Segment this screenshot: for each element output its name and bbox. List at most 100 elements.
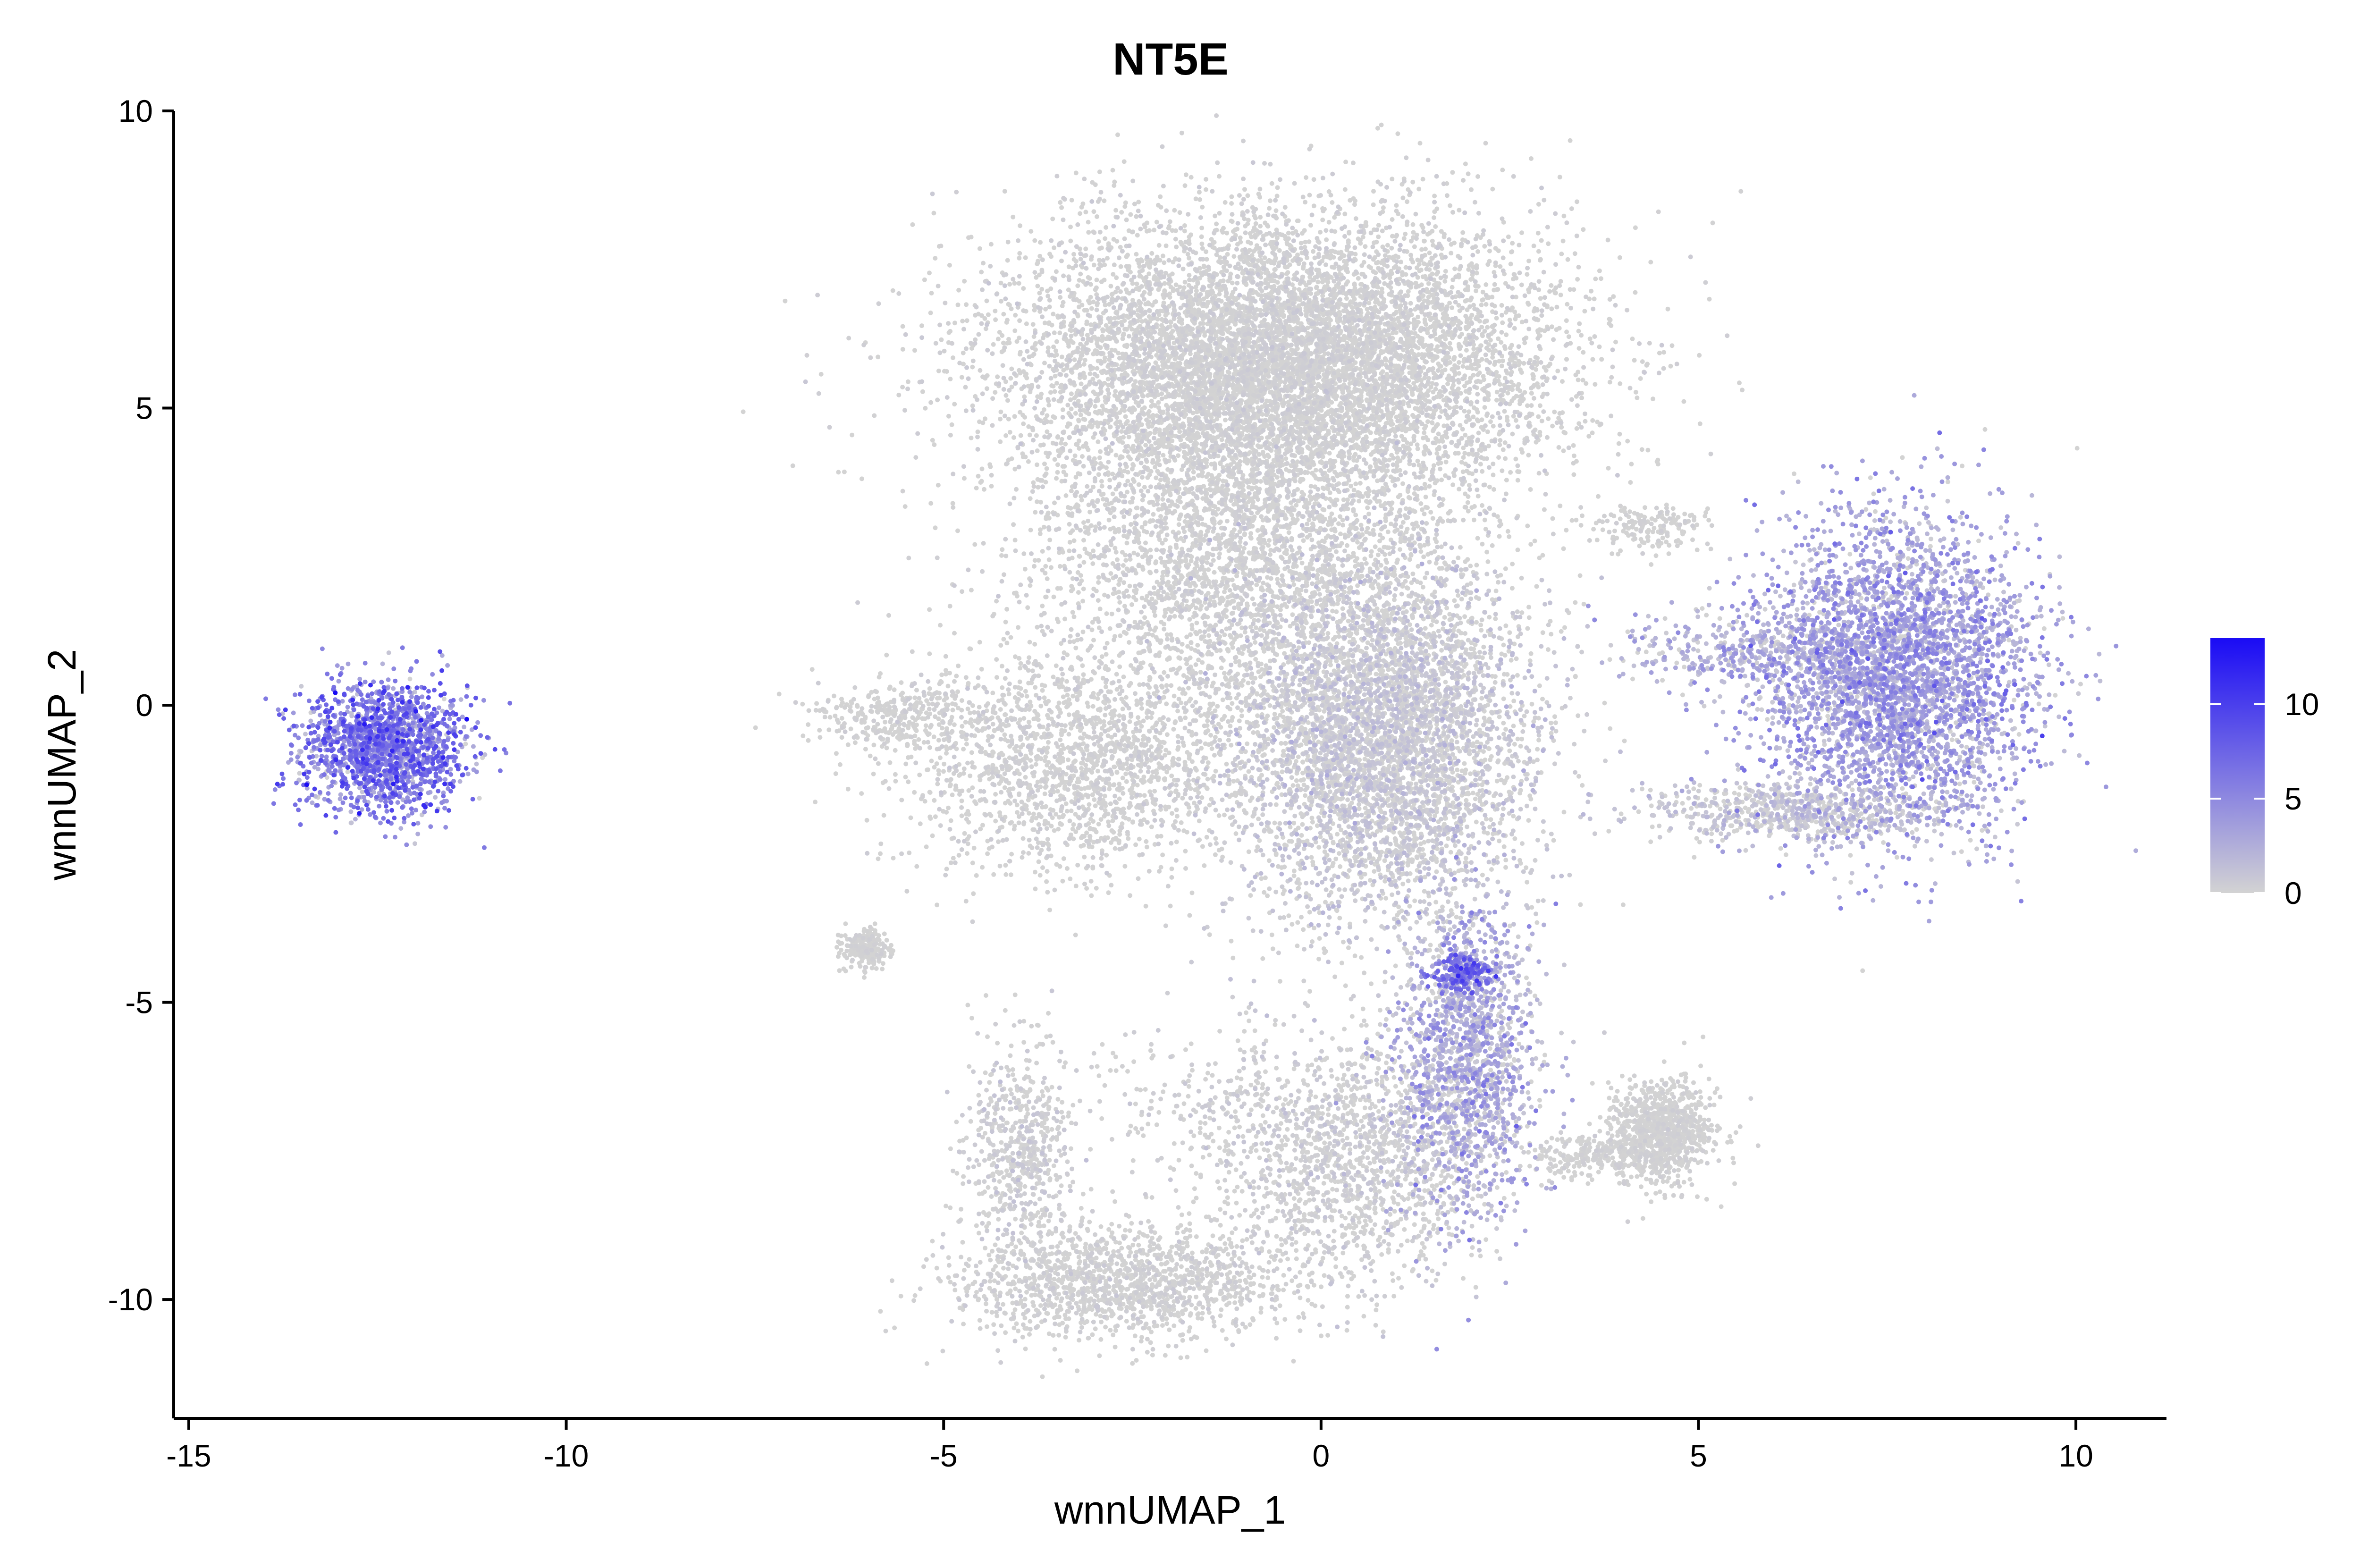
cell-point	[1423, 246, 1428, 252]
cell-point	[1657, 350, 1662, 355]
cell-point	[1479, 303, 1484, 308]
cell-point	[993, 308, 998, 313]
cell-point	[1531, 373, 1536, 379]
cell-point	[1045, 345, 1051, 350]
cell-point	[1522, 340, 1527, 346]
cell-point	[1051, 344, 1056, 349]
cell-point	[1224, 230, 1230, 236]
cell-point	[1086, 230, 1091, 235]
cell-point	[1571, 453, 1576, 458]
cell-point	[1358, 523, 1364, 528]
cell-point	[920, 389, 925, 394]
cell-point	[1460, 364, 1466, 369]
cell-point	[1344, 262, 1349, 267]
cell-point	[818, 371, 824, 377]
cell-point	[1481, 297, 1486, 302]
cell-point	[1494, 389, 1500, 395]
cell-point	[1353, 481, 1358, 487]
cell-point	[1525, 523, 1530, 529]
cell-point	[1121, 563, 1126, 568]
cell-point	[1649, 562, 1654, 567]
cell-point	[1212, 570, 1217, 575]
cell-point	[1450, 170, 1455, 175]
cell-point	[1410, 222, 1416, 227]
cell-point	[1028, 583, 1033, 588]
cell-point	[1344, 296, 1349, 301]
cell-point	[964, 302, 969, 307]
cell-point	[1048, 390, 1053, 395]
cell-point	[969, 435, 974, 440]
cell-point	[1024, 375, 1029, 380]
cell-point	[1218, 375, 1223, 380]
cell-point	[1111, 272, 1116, 277]
cell-point	[1057, 330, 1062, 336]
cell-point	[1149, 398, 1154, 404]
cell-point	[1043, 307, 1048, 312]
cell-point	[1425, 419, 1430, 424]
cell-point	[1199, 226, 1205, 230]
cell-point	[1464, 348, 1469, 353]
cell-point	[1182, 183, 1188, 188]
cell-point	[1023, 255, 1028, 260]
cell-point	[1050, 216, 1055, 221]
cell-point	[1459, 460, 1464, 465]
cell-point	[1205, 299, 1211, 304]
cell-point	[1425, 232, 1430, 237]
cell-point	[927, 270, 932, 276]
cell-point	[1457, 208, 1462, 213]
scatter-points	[263, 113, 2138, 1379]
cell-point	[1516, 358, 1521, 363]
cell-point	[1128, 212, 1133, 217]
cell-point	[1112, 179, 1117, 185]
cell-point	[1298, 241, 1304, 245]
cell-point	[1178, 240, 1183, 245]
cell-point	[947, 262, 952, 268]
cell-point	[955, 528, 960, 533]
cell-point	[1485, 325, 1490, 330]
cell-point	[1606, 465, 1611, 471]
cell-point	[1561, 546, 1566, 551]
cell-point	[1441, 423, 1447, 429]
cell-point	[1231, 254, 1237, 259]
cell-point	[1320, 293, 1325, 298]
cell-point	[1217, 472, 1222, 478]
cell-point	[998, 416, 1003, 422]
cell-point	[1460, 230, 1466, 235]
cell-point	[1411, 381, 1416, 386]
cell-point	[1639, 447, 1644, 452]
cell-point	[1613, 339, 1618, 345]
cell-point	[1450, 482, 1456, 488]
cell-point	[1532, 539, 1537, 544]
cell-point	[956, 287, 961, 293]
cell-point	[1121, 159, 1127, 164]
cell-point	[1073, 645, 1079, 650]
cell-point	[1183, 172, 1188, 177]
cell-point	[1123, 200, 1128, 205]
cell-point	[1126, 434, 1131, 439]
cell-point	[1011, 214, 1016, 219]
cell-point	[1009, 366, 1014, 371]
cell-point	[1487, 484, 1492, 489]
cell-point	[1102, 198, 1107, 203]
cell-point	[927, 607, 932, 612]
cell-point	[1221, 226, 1226, 231]
cell-point	[1529, 391, 1534, 396]
cell-point	[1054, 476, 1059, 481]
cell-point	[1091, 209, 1096, 214]
cell-point	[1483, 302, 1489, 307]
cell-point	[441, 696, 447, 701]
cell-point	[1113, 453, 1119, 458]
cell-point	[1408, 496, 1413, 501]
cell-point	[1343, 160, 1349, 165]
cell-point	[902, 504, 908, 509]
cell-point	[1420, 225, 1425, 230]
cell-point	[1094, 278, 1099, 283]
cell-point	[1007, 282, 1012, 287]
cell-point	[1055, 470, 1060, 475]
cell-point	[1053, 348, 1058, 354]
cell-point	[1462, 383, 1467, 388]
cell-point	[1051, 312, 1056, 317]
cell-point	[1474, 288, 1479, 294]
cell-point	[1494, 397, 1499, 403]
